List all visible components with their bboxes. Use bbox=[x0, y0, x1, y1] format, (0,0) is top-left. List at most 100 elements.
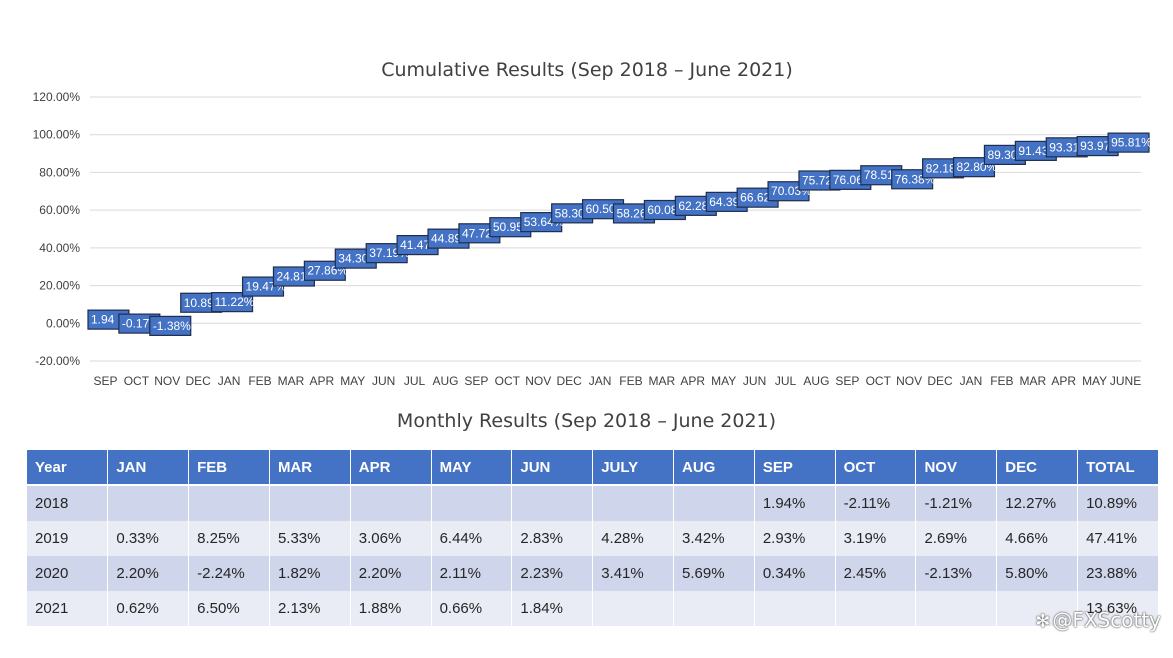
x-tick-label: APR bbox=[1051, 374, 1076, 388]
x-tick-label: DEC bbox=[927, 374, 953, 388]
data-label: -0.17 bbox=[122, 317, 150, 331]
table-cell: 2.13% bbox=[269, 591, 351, 626]
x-tick-label: OCT bbox=[866, 374, 892, 388]
data-label: 64.39 bbox=[709, 195, 739, 209]
y-axis-ticks: -20.00% 0.00% 20.00% 40.00% 60.00% 80.00% 100.… bbox=[33, 90, 81, 368]
table-cell: 1.82% bbox=[269, 556, 351, 591]
data-label: 24.81 bbox=[276, 270, 306, 284]
table-cell: 5.33% bbox=[269, 521, 351, 556]
x-tick-label: JUNE bbox=[1110, 374, 1141, 388]
table-cell bbox=[592, 485, 674, 521]
cumulative-chart: Cumulative Results (Sep 2018 – June 2021… bbox=[32, 59, 1152, 388]
column-header: SEP bbox=[754, 450, 836, 486]
table-cell: -2.11% bbox=[835, 485, 917, 521]
table-cell bbox=[188, 485, 270, 521]
x-tick-label: MAY bbox=[340, 374, 365, 388]
table-cell: 1.84% bbox=[511, 591, 594, 626]
table-cell: 6.50% bbox=[188, 591, 270, 626]
data-label: 34.30 bbox=[338, 252, 368, 266]
table-cell: 3.42% bbox=[673, 521, 755, 556]
column-header: Year bbox=[27, 450, 109, 486]
table-cell: 2.45% bbox=[835, 556, 917, 591]
x-tick-label: APR bbox=[309, 374, 334, 388]
x-tick-label: NOV bbox=[896, 374, 922, 388]
table-cell bbox=[269, 485, 351, 521]
table-row: 2018 1.94% -2.11% -1.21% 12.27% 10.89% bbox=[27, 485, 1159, 521]
table-row: 2021 0.62% 6.50% 2.13% 1.88% 0.66% 1.84% 13.63% bbox=[27, 591, 1159, 626]
data-label: 60.50 bbox=[586, 202, 616, 216]
data-label: 44.89 bbox=[431, 232, 461, 246]
table-cell: -1.21% bbox=[915, 485, 998, 521]
watermark: ✻ @FXScotty bbox=[1035, 608, 1161, 632]
table-cell: 2.23% bbox=[511, 556, 594, 591]
gridlines bbox=[90, 96, 1141, 362]
table-cell: 2.20% bbox=[350, 556, 432, 591]
x-tick-label: OCT bbox=[124, 374, 150, 388]
table-cell: 2019 bbox=[27, 521, 109, 556]
x-tick-label: MAR bbox=[278, 374, 305, 388]
table-cell: 6.44% bbox=[431, 521, 513, 556]
x-tick-label: DEC bbox=[556, 374, 582, 388]
table-cell bbox=[835, 591, 917, 626]
table-cell: 8.25% bbox=[188, 521, 270, 556]
column-header: DEC bbox=[996, 450, 1079, 486]
table-cell: 23.88% bbox=[1077, 556, 1159, 591]
column-header: JUN bbox=[511, 450, 594, 486]
table-cell: 2.83% bbox=[511, 521, 594, 556]
step-mark: 11.22% bbox=[211, 292, 255, 313]
table-cell: 5.69% bbox=[673, 556, 755, 591]
column-header: FEB bbox=[188, 450, 270, 486]
data-label: 78.51 bbox=[864, 168, 894, 182]
table-cell: 47.41% bbox=[1077, 521, 1159, 556]
y-tick-label: 100.00% bbox=[33, 128, 81, 142]
table-cell bbox=[996, 591, 1079, 626]
data-label: 76.06 bbox=[833, 173, 863, 187]
table-cell: 2.20% bbox=[107, 556, 190, 591]
data-label: 82.18 bbox=[926, 161, 956, 175]
data-label: 47.72 bbox=[462, 226, 492, 240]
x-tick-label: JUL bbox=[775, 374, 797, 388]
x-tick-label: JUL bbox=[404, 374, 426, 388]
x-tick-label: FEB bbox=[248, 374, 271, 388]
data-label: 50.95 bbox=[493, 220, 523, 234]
data-label: 93.97 bbox=[1080, 139, 1110, 153]
x-tick-label: OCT bbox=[495, 374, 521, 388]
y-tick-label: 120.00% bbox=[33, 90, 81, 104]
step-box bbox=[211, 292, 254, 313]
table-cell: 2018 bbox=[27, 485, 109, 521]
y-tick-label: 60.00% bbox=[39, 203, 80, 217]
y-tick-label: 40.00% bbox=[39, 241, 80, 255]
weibo-icon: ✻ bbox=[1035, 611, 1051, 632]
x-tick-label: NOV bbox=[154, 374, 180, 388]
data-label: 91.43 bbox=[1018, 144, 1048, 158]
x-tick-label: SEP bbox=[464, 374, 488, 388]
column-header: OCT bbox=[835, 450, 917, 486]
step-mark: 95.81% bbox=[1107, 132, 1152, 153]
x-tick-label: AUG bbox=[803, 374, 829, 388]
table-cell bbox=[673, 591, 755, 626]
table-cell: 1.94% bbox=[754, 485, 836, 521]
table-cell bbox=[107, 485, 190, 521]
x-tick-label: AUG bbox=[432, 374, 458, 388]
column-header: AUG bbox=[673, 450, 755, 486]
table-row: 2019 0.33% 8.25% 5.33% 3.06% 6.44% 2.83% 4.28% 3… bbox=[27, 521, 1159, 556]
table-cell: 0.34% bbox=[754, 556, 836, 591]
data-label: 58.30 bbox=[555, 206, 585, 220]
table-cell bbox=[431, 485, 513, 521]
x-tick-label: JUN bbox=[743, 374, 766, 388]
column-header: TOTAL bbox=[1077, 450, 1159, 486]
data-label: 75.72 bbox=[802, 173, 832, 187]
column-header: JULY bbox=[592, 450, 674, 486]
table-body: 2018 1.94% -2.11% -1.21% 12.27% 10.89% 2019 0.3… bbox=[27, 485, 1159, 626]
table-cell: 4.66% bbox=[996, 521, 1079, 556]
table-cell: 4.28% bbox=[592, 521, 674, 556]
x-tick-label: DEC bbox=[186, 374, 212, 388]
table-cell: 0.66% bbox=[431, 591, 513, 626]
x-tick-label: APR bbox=[680, 374, 705, 388]
x-tick-label: JAN bbox=[218, 374, 241, 388]
x-tick-label: MAR bbox=[1019, 374, 1046, 388]
table-cell bbox=[350, 485, 432, 521]
data-label: 89.30 bbox=[987, 148, 1017, 162]
table-cell: 3.19% bbox=[835, 521, 917, 556]
table-cell bbox=[592, 591, 674, 626]
